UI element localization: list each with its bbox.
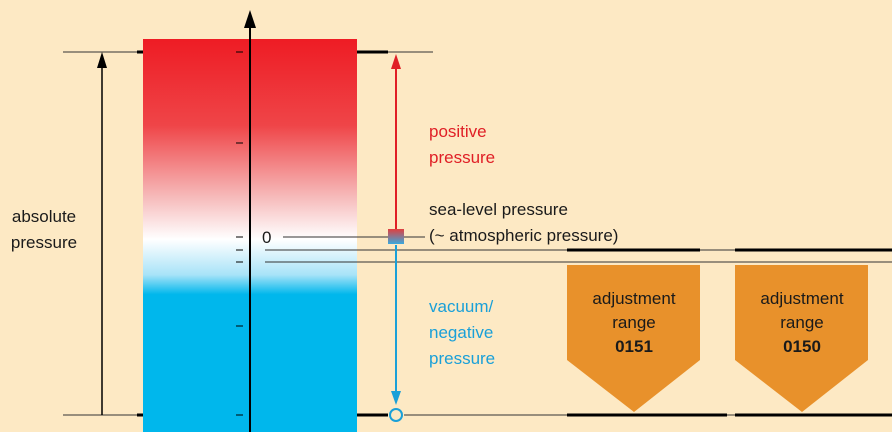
absolute-pressure-label-line1: absolute	[12, 207, 76, 226]
circle-marker-icon	[389, 408, 403, 422]
positive-pressure-label-line2: pressure	[429, 148, 495, 167]
up-arrow-icon	[391, 54, 401, 69]
adjustment-range-0151-code: 0151	[615, 337, 653, 356]
adjustment-range-0150-badge	[735, 265, 868, 412]
adjustment-range-0151-line2: range	[612, 313, 655, 332]
positive-pressure-label-line1: positive	[429, 122, 487, 141]
zero-label: 0	[262, 228, 271, 247]
down-arrow-icon	[391, 391, 401, 405]
vacuum-label-line2: negative	[429, 323, 493, 342]
sealevel-pressure-label-line2: (~ atmospheric pressure)	[429, 226, 618, 245]
square-marker-icon	[388, 229, 404, 244]
vacuum-label-line1: vacuum/	[429, 297, 494, 316]
vacuum-label-line3: pressure	[429, 349, 495, 368]
up-arrow-icon	[244, 10, 256, 28]
axis-ticks	[236, 51, 243, 416]
adjustment-range-0150-code: 0150	[783, 337, 821, 356]
adjustment-range-0150-line2: range	[780, 313, 823, 332]
adjustment-range-0151-line1: adjustment	[592, 289, 675, 308]
adjustment-range-0151-badge	[567, 265, 700, 412]
sealevel-pressure-label-line1: sea-level pressure	[429, 200, 568, 219]
up-arrow-icon	[97, 52, 107, 68]
absolute-pressure-label-line2: pressure	[11, 233, 77, 252]
adjustment-range-0150-line1: adjustment	[760, 289, 843, 308]
